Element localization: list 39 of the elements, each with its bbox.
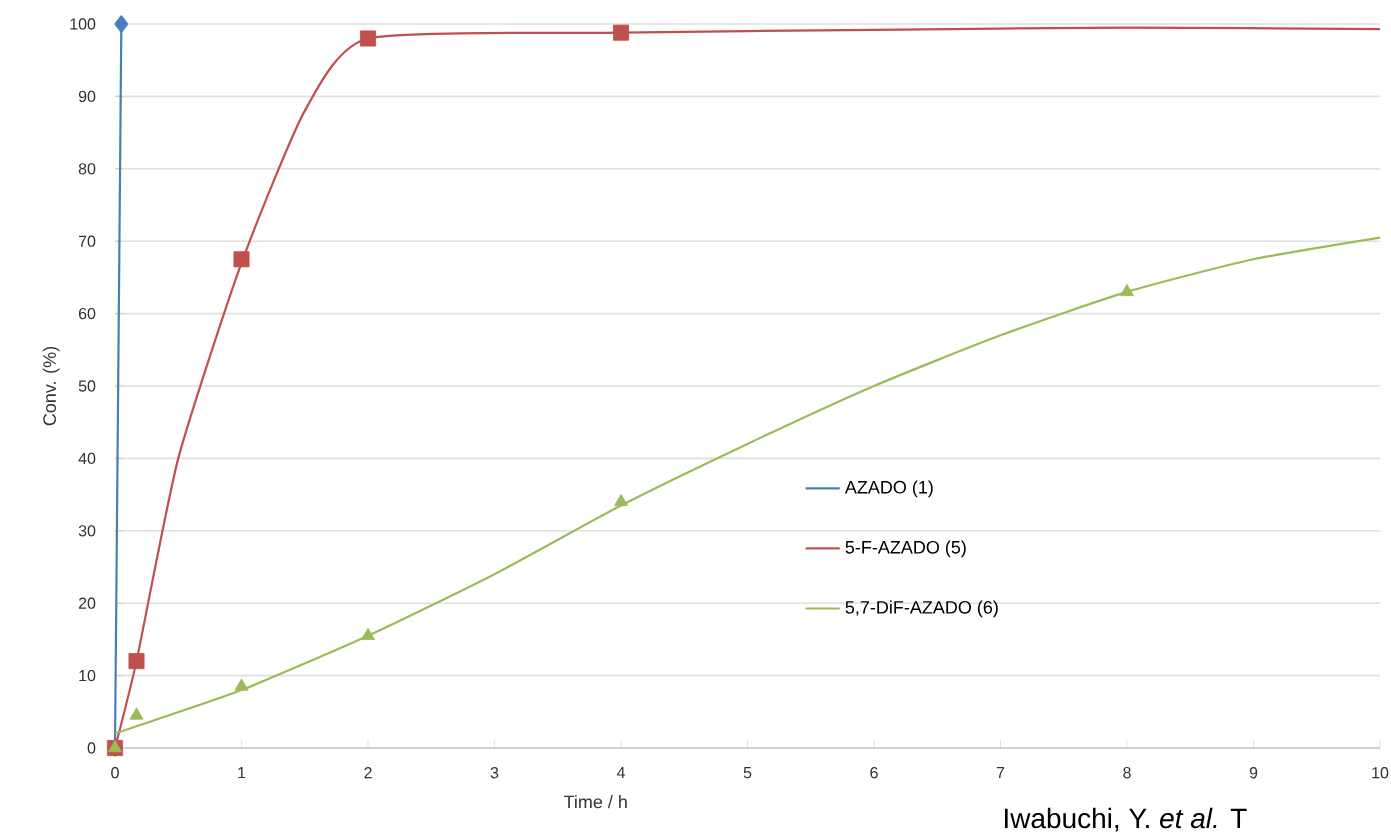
y-tick-label: 50 [78, 380, 96, 392]
y-tick-label: 30 [78, 525, 96, 537]
x-tick-label: 6 [870, 767, 878, 779]
x-axis-title: Time / h [563, 795, 627, 809]
y-tick-label: 20 [78, 597, 96, 609]
point [128, 653, 145, 670]
legend-label: AZADO (1) [844, 480, 933, 498]
y-tick-label: 70 [78, 235, 96, 247]
y-tick-label: 60 [78, 307, 96, 320]
line-series [113, 236, 1382, 735]
x-tick-label: 7 [996, 767, 1005, 779]
point [361, 627, 375, 640]
y-tick-label: 10 [79, 669, 96, 682]
point [114, 15, 129, 33]
x-tick-label: 3 [490, 767, 499, 779]
y-tick-label: 100 [70, 18, 96, 30]
point [234, 678, 249, 691]
point [129, 707, 144, 720]
x-tick-label: 10 [1372, 767, 1389, 779]
point [1120, 283, 1134, 297]
x-tick-label: 0 [111, 767, 119, 779]
x-tick-label: 9 [1249, 767, 1258, 779]
x-tick-label: 1 [238, 767, 246, 779]
legend-label: 5,7-DiF-AZADO (6) [845, 600, 998, 618]
x-tick-label: 4 [616, 767, 625, 779]
x-tick-label: 8 [1123, 767, 1131, 779]
point [360, 30, 377, 47]
x-tick-label: 2 [364, 767, 372, 779]
point [613, 24, 630, 41]
point [233, 251, 250, 268]
y-tick-label: 80 [78, 163, 96, 175]
legend-label: 5-F-AZADO (5) [845, 540, 966, 558]
y-axis-title: Conv. (%) [42, 346, 60, 426]
text: Iwabuchi, Y. et al. T [1004, 807, 1247, 832]
point [614, 493, 628, 507]
x-tick-label: 5 [743, 767, 752, 779]
y-tick-label: 40 [78, 452, 96, 465]
y-tick-label: 0 [87, 742, 96, 754]
y-tick-label: 90 [78, 90, 96, 103]
